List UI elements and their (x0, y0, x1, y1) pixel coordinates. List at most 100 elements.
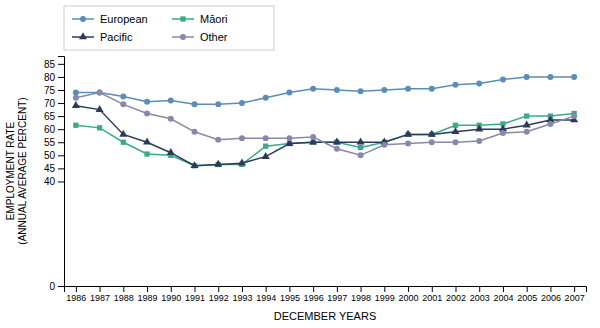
x-tick-mark (574, 286, 575, 292)
x-tick: 1994 (256, 286, 276, 303)
x-tick: 2003 (470, 286, 490, 303)
series-marker (144, 111, 150, 117)
y-axis-title: EMPLOYMENT RATE(ANNUAL AVERAGE PERCENT) (5, 97, 28, 244)
x-tick: 2005 (517, 286, 537, 303)
series-marker (381, 142, 387, 148)
series-marker (238, 159, 246, 166)
x-tick-label: 2005 (517, 293, 537, 303)
legend-swatch-marker (180, 16, 185, 21)
y-tick-label: 55 (44, 137, 56, 148)
series-marker (500, 130, 506, 136)
x-tick-label: 1986 (66, 293, 86, 303)
x-tick-label: 1996 (304, 293, 324, 303)
x-tick-mark (361, 286, 362, 292)
x-tick-mark (123, 286, 124, 292)
x-tick-label: 1995 (280, 293, 300, 303)
series-marker (239, 100, 245, 106)
x-tick-label: 1989 (138, 293, 158, 303)
series-marker (263, 144, 268, 149)
series-line (76, 114, 574, 166)
series-marker (453, 139, 459, 145)
series-marker (547, 74, 553, 80)
series-marker (571, 74, 577, 80)
y-tick-label: 80 (44, 72, 56, 83)
series-marker (500, 77, 506, 83)
legend-swatch-marker (180, 34, 186, 40)
x-tick-label: 2001 (422, 293, 442, 303)
series-marker (73, 95, 79, 101)
series-marker (334, 146, 340, 152)
y-tick: 60 (44, 124, 64, 135)
y-tick-label: 65 (44, 111, 56, 122)
y-tick-label: 70 (44, 98, 56, 109)
x-tick: 2007 (565, 286, 585, 303)
y-tick: 55 (44, 137, 64, 148)
x-tick-mark (147, 286, 148, 292)
x-tick-label: 1992 (209, 293, 229, 303)
legend-frame (64, 6, 274, 50)
x-tick-mark (76, 286, 77, 292)
series-marker (144, 99, 150, 105)
x-tick-label: 1998 (351, 293, 371, 303)
x-tick-label: 1999 (375, 293, 395, 303)
x-tick: 1991 (185, 286, 205, 303)
x-tick-mark (456, 286, 457, 292)
x-tick: 1992 (209, 286, 229, 303)
series-marker (192, 101, 198, 107)
x-tick: 2000 (399, 286, 419, 303)
series-marker (192, 129, 198, 135)
y-tick-label: 85 (44, 59, 56, 70)
series-marker (121, 140, 126, 145)
legend-label: Pacific (100, 31, 133, 43)
legend: European Māori Pacific Other (64, 6, 274, 50)
x-axis: 1986198719881989199019911992199319941995… (65, 286, 587, 303)
x-tick-mark (432, 286, 433, 292)
y-tick: 40 (44, 176, 64, 187)
x-tick: 2004 (493, 286, 513, 303)
x-tick-mark (527, 286, 528, 292)
x-tick: 2006 (541, 286, 561, 303)
y-tick-mark (58, 90, 64, 91)
series-marker (524, 74, 530, 80)
series-marker (120, 101, 126, 107)
series-marker (120, 94, 126, 100)
x-tick-label: 1994 (256, 293, 276, 303)
x-tick-mark (100, 286, 101, 292)
y-tick: 75 (44, 85, 64, 96)
x-tick-mark (266, 286, 267, 292)
y-tick-mark (58, 286, 64, 287)
series-marker (263, 135, 269, 141)
series-marker (168, 116, 174, 122)
legend-swatch-marker (79, 32, 87, 39)
x-tick-label: 1997 (327, 293, 347, 303)
y-tick-mark (58, 77, 64, 78)
series-marker (190, 161, 198, 168)
y-tick-mark (58, 116, 64, 117)
series-marker (547, 121, 553, 127)
x-tick: 1989 (138, 286, 158, 303)
series-marker (72, 101, 80, 108)
series-marker (453, 123, 458, 128)
y-tick: 80 (44, 72, 64, 83)
x-tick-label: 2002 (446, 293, 466, 303)
y-tick-mark (58, 181, 64, 182)
y-tick-mark (58, 155, 64, 156)
x-tick-label: 2003 (470, 293, 490, 303)
y-tick-label: 60 (44, 124, 56, 135)
legend-label: Other (200, 31, 228, 43)
y-tick-mark (58, 142, 64, 143)
series-marker (357, 138, 365, 145)
x-tick: 2002 (446, 286, 466, 303)
x-tick-label: 1991 (185, 293, 205, 303)
legend-label: European (100, 13, 148, 25)
series-marker (571, 113, 577, 119)
series-marker (167, 148, 175, 155)
x-tick: 1995 (280, 286, 300, 303)
x-tick-label: 2000 (399, 293, 419, 303)
x-tick-label: 1993 (232, 293, 252, 303)
y-axis: 040455055606570758085 (44, 57, 65, 292)
x-tick-label: 2007 (565, 293, 585, 303)
x-tick-mark (337, 286, 338, 292)
series-marker (524, 113, 529, 118)
legend-label: Māori (200, 13, 228, 25)
